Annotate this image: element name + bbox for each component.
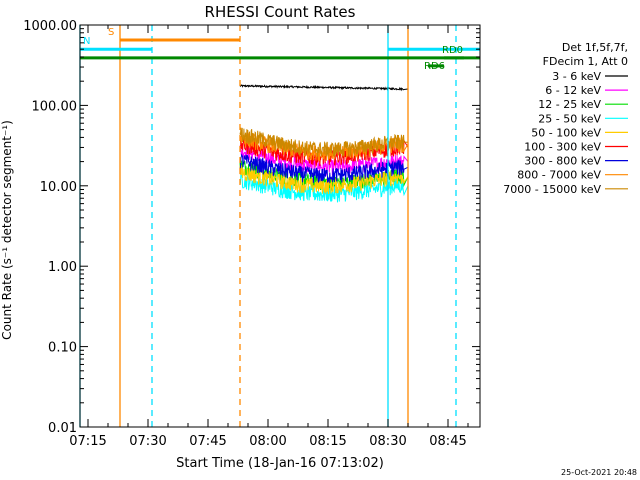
series-line-3 [239,172,409,204]
x-tick-label-5: 08:30 [369,434,406,449]
x-tick-label-4: 08:15 [309,434,346,449]
legend-label-1: 6 - 12 keV [545,84,601,97]
series-line-4 [239,164,409,195]
x-axis-label: Start Time (18-Jan-16 07:13:02) [176,456,384,471]
chart-title: RHESSI Count Rates [205,3,356,21]
legend-label-0: 3 - 6 keV [552,70,601,83]
y-tick-label-4: 100.00 [32,99,78,114]
legend-label-3: 25 - 50 keV [538,112,601,125]
series-line-8 [239,127,409,160]
legend-label-2: 12 - 25 keV [538,98,601,111]
x-tick-label-0: 07:15 [69,434,106,449]
series-line-7 [239,132,409,162]
plot-frame [79,24,481,428]
axes: 0.01 0.10 1.00 10.00 100.00 1000.00 07:15 07:30… [23,19,481,449]
y-tick-label-1: 0.10 [48,341,77,356]
y-tick-label-5: 1000.00 [23,19,77,34]
flag-label-0: S [108,27,114,38]
x-tick-label-2: 07:45 [189,434,226,449]
y-tick-label-2: 1.00 [48,260,77,275]
x-tick-label-6: 08:45 [429,434,466,449]
flag-label-4: RD6 [424,61,445,72]
y-tick-label-0: 0.01 [48,421,77,436]
legend-header-line-1: Det 1f,5f,7f, [562,41,628,54]
timestamp-label: 25-Oct-2021 20:48 [561,468,637,477]
series-line-6 [239,153,409,323]
legend-label-6: 300 - 800 keV [524,155,601,168]
series-layer [239,84,409,347]
x-tick-label-1: 07:30 [129,434,166,449]
legend-label-5: 100 - 300 keV [524,141,601,154]
flag-label-1: N [83,36,90,47]
legend-label-8: 7000 - 15000 keV [503,183,601,196]
y-tick-label-3: 10.00 [40,180,77,195]
y-axis-label: Count Rate (s⁻¹ detector segment⁻¹) [0,120,14,340]
flag-label-5: RD0 [442,45,463,56]
legend-header-line-2: FDecim 1, Att 0 [543,55,628,68]
legend-label-7: 800 - 7000 keV [517,169,601,182]
series-line-0 [239,84,409,347]
x-tick-label-3: 08:00 [249,434,286,449]
legend-label-4: 50 - 100 keV [531,126,601,139]
